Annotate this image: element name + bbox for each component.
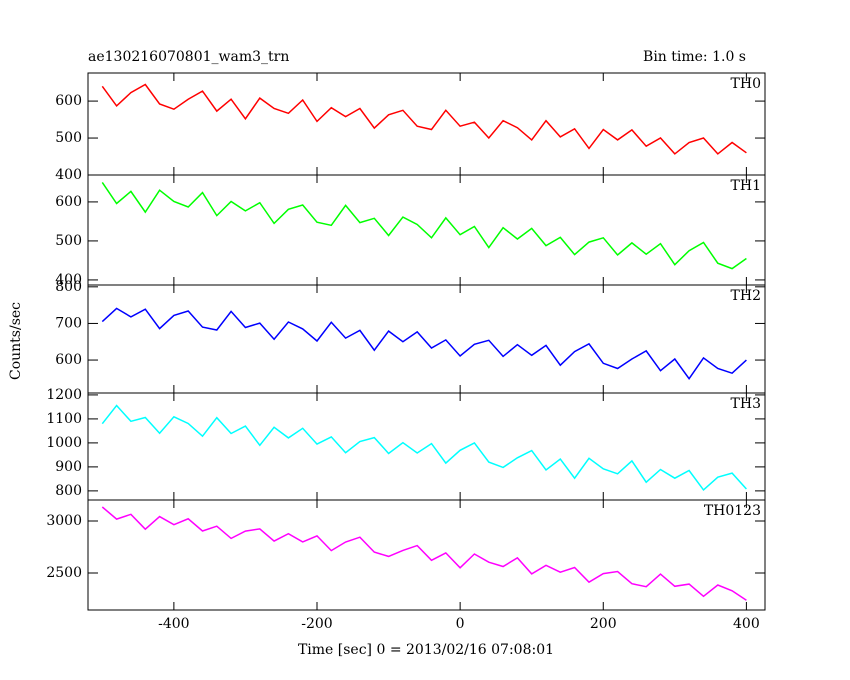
series-label: TH0 xyxy=(731,76,761,92)
series-label: TH2 xyxy=(731,288,761,304)
series-label: TH0123 xyxy=(704,503,761,519)
y-tick-label: 500 xyxy=(55,233,82,249)
y-tick-label: 2500 xyxy=(46,565,82,581)
panel-frame xyxy=(87,499,766,611)
y-tick-label: 600 xyxy=(55,194,82,210)
panel-frame xyxy=(87,174,766,286)
y-tick-label: 600 xyxy=(55,352,82,368)
panel-frame xyxy=(87,284,766,394)
y-tick-label: 400 xyxy=(55,167,82,183)
y-tick-label: 500 xyxy=(55,130,82,146)
light-curve xyxy=(101,181,747,270)
light-curve xyxy=(101,506,747,601)
x-axis-label: Time [sec] 0 = 2013/02/16 07:08:01 xyxy=(298,642,554,658)
x-tick-label: 0 xyxy=(456,616,465,632)
light-curve xyxy=(101,404,747,492)
y-tick-label: 700 xyxy=(55,315,82,331)
y-tick-label: 900 xyxy=(55,459,82,475)
x-tick-label: 400 xyxy=(733,616,760,632)
y-tick-label: 400 xyxy=(55,272,82,288)
x-tick-label: -400 xyxy=(158,616,189,632)
y-tick-label: 600 xyxy=(55,93,82,109)
y-tick-label: 800 xyxy=(55,279,82,295)
series-label: TH1 xyxy=(731,178,761,194)
light-curve xyxy=(101,307,747,380)
series-label: TH3 xyxy=(731,396,761,412)
y-tick-label: 3000 xyxy=(46,513,82,529)
chart-title: ae130216070801_wam3_trn xyxy=(88,49,289,65)
x-tick-label: 200 xyxy=(590,616,617,632)
x-tick-label: -200 xyxy=(301,616,332,632)
y-tick-label: 1000 xyxy=(46,435,82,451)
light-curve xyxy=(101,83,747,155)
y-tick-label: 800 xyxy=(55,483,82,499)
y-axis-label: Counts/sec xyxy=(8,302,24,380)
y-tick-label: 1200 xyxy=(46,387,82,403)
panel-frame xyxy=(87,72,766,176)
bin-time: Bin time: 1.0 s xyxy=(643,49,746,65)
y-tick-label: 1100 xyxy=(46,411,82,427)
